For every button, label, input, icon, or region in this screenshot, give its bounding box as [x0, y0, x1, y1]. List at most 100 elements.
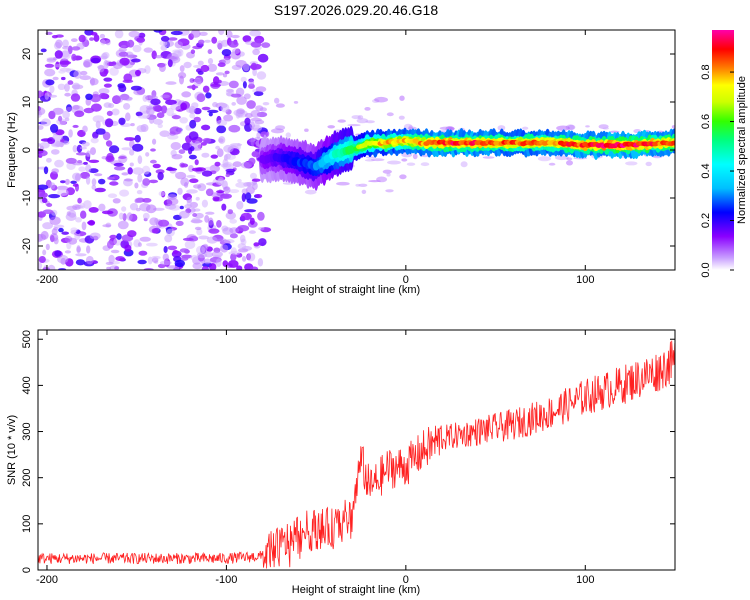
noise-blob	[218, 30, 225, 36]
x-tick-label: -200	[36, 574, 58, 586]
noise-blob	[90, 94, 101, 103]
noise-blob	[198, 235, 210, 240]
noise-blob	[157, 123, 163, 129]
noise-blob	[398, 115, 405, 120]
colorbar-tick-label: 0.6	[700, 114, 712, 129]
noise-blob	[50, 123, 59, 133]
noise-blob	[139, 236, 151, 242]
noise-blob	[224, 154, 236, 160]
noise-blob	[83, 107, 95, 114]
noise-blob	[255, 38, 264, 43]
noise-blob	[210, 154, 218, 159]
noise-blob	[229, 189, 240, 194]
noise-blob	[126, 212, 133, 221]
noise-blob	[336, 181, 350, 186]
noise-blob	[129, 149, 135, 156]
noise-blob	[200, 142, 207, 146]
colorbar-gradient	[712, 30, 734, 270]
noise-blob	[165, 167, 178, 171]
noise-blob	[88, 207, 99, 213]
noise-blob	[214, 161, 221, 167]
x-tick-label: 100	[576, 574, 594, 586]
noise-blob	[85, 255, 94, 265]
noise-blob	[76, 144, 83, 153]
noise-blob	[80, 210, 87, 219]
noise-blob	[152, 118, 164, 125]
noise-blob	[229, 227, 240, 234]
noise-blob	[132, 143, 144, 152]
noise-blob	[401, 158, 408, 162]
noise-blob	[61, 231, 69, 235]
noise-blob	[45, 79, 55, 86]
noise-blob	[180, 102, 187, 111]
noise-blob	[132, 167, 144, 175]
noise-blob	[79, 203, 86, 209]
noise-blob	[249, 266, 259, 270]
noise-blob	[90, 57, 101, 64]
noise-blob	[236, 200, 244, 210]
noise-blob	[40, 230, 49, 240]
noise-blob	[54, 250, 62, 257]
noise-blob	[88, 168, 99, 174]
noise-blob	[250, 62, 257, 71]
noise-blob	[244, 209, 257, 213]
noise-blob	[201, 124, 211, 131]
noise-blob	[105, 39, 111, 46]
noise-blob	[275, 103, 285, 108]
spectrogram-y-axis: -20 -10 0 10 20	[21, 48, 675, 254]
noise-blob	[207, 58, 214, 65]
noise-blob	[76, 245, 81, 254]
noise-blob	[179, 205, 184, 210]
noise-blob	[123, 178, 134, 182]
noise-blob	[71, 53, 77, 62]
noise-blob	[138, 32, 146, 39]
noise-blob	[167, 134, 179, 140]
noise-blob	[207, 63, 218, 72]
noise-blob	[225, 211, 236, 220]
noise-blob	[64, 250, 71, 254]
noise-blob	[153, 30, 163, 33]
noise-blob	[150, 159, 157, 164]
noise-blob	[173, 50, 182, 58]
noise-blob	[202, 85, 210, 93]
noise-blob	[179, 75, 184, 85]
noise-blob	[118, 84, 127, 93]
noise-blob	[304, 128, 309, 132]
noise-blob	[179, 248, 189, 253]
colorbar-tick-label: 0.8	[700, 64, 712, 79]
noise-blob	[83, 61, 91, 68]
noise-blob	[165, 99, 177, 106]
spectrogram-x-axis: -200 -100 0 100	[36, 30, 594, 286]
noise-blob	[150, 148, 156, 152]
noise-blob	[54, 143, 63, 147]
signal-track	[259, 125, 675, 191]
noise-blob	[370, 158, 385, 162]
noise-blob	[182, 237, 194, 241]
noise-blob	[229, 218, 237, 224]
noise-blob	[358, 183, 368, 187]
noise-blob	[186, 174, 196, 178]
noise-blob	[103, 59, 109, 69]
noise-blob	[49, 216, 61, 225]
noise-blob	[174, 41, 183, 49]
noise-blob	[215, 179, 224, 186]
noise-blob	[230, 247, 237, 255]
noise-blob	[193, 208, 201, 212]
noise-blob	[170, 30, 183, 36]
noise-blob	[274, 97, 280, 104]
noise-blob	[142, 178, 151, 186]
noise-blob	[220, 193, 232, 199]
noise-blob	[113, 162, 124, 167]
noise-blob	[243, 93, 251, 100]
noise-blob	[137, 259, 147, 265]
noise-blob	[109, 234, 118, 240]
noise-blob	[215, 145, 221, 150]
noise-blob	[253, 242, 260, 247]
noise-blob	[237, 243, 247, 250]
noise-blob	[85, 93, 93, 101]
noise-blob	[135, 111, 143, 117]
noise-blob	[167, 245, 178, 251]
noise-blob	[83, 161, 88, 165]
